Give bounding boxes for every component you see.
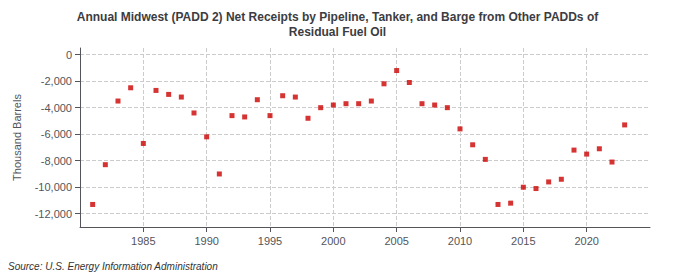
svg-text:-10,000: -10,000 [35, 181, 72, 193]
svg-text:-4,000: -4,000 [41, 102, 72, 114]
svg-text:-6,000: -6,000 [41, 128, 72, 140]
svg-text:1995: 1995 [258, 235, 282, 247]
svg-text:0: 0 [66, 49, 72, 61]
svg-text:-2,000: -2,000 [41, 75, 72, 87]
svg-text:2000: 2000 [321, 235, 345, 247]
svg-text:-12,000: -12,000 [35, 208, 72, 220]
svg-text:Source: U.S. Energy Informatio: Source: U.S. Energy Information Administ… [8, 261, 218, 272]
svg-text:Residual Fuel Oil: Residual Fuel Oil [289, 25, 386, 39]
svg-text:2020: 2020 [574, 235, 598, 247]
svg-text:2015: 2015 [511, 235, 535, 247]
svg-text:2005: 2005 [384, 235, 408, 247]
svg-text:1990: 1990 [194, 235, 218, 247]
svg-text:Annual Midwest (PADD 2) Net Re: Annual Midwest (PADD 2) Net Receipts by … [77, 10, 599, 24]
svg-text:1985: 1985 [131, 235, 155, 247]
svg-text:Thousand Barrels: Thousand Barrels [11, 94, 23, 181]
svg-text:2010: 2010 [448, 235, 472, 247]
svg-text:-8,000: -8,000 [41, 155, 72, 167]
